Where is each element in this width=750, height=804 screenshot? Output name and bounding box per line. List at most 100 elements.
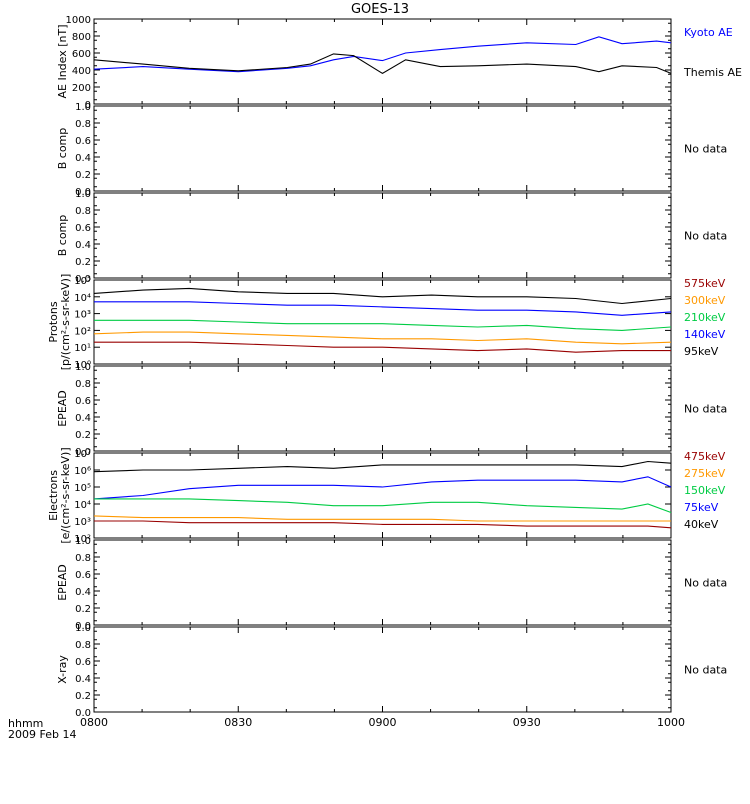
panel-frame bbox=[93, 18, 672, 105]
y-tick-label: 0.6 bbox=[75, 223, 91, 234]
series-line-475kev bbox=[94, 520, 672, 529]
y-tick-label: 10⁷ bbox=[74, 449, 91, 460]
y-tick-label: 0 bbox=[85, 100, 91, 111]
no-data-label: No data bbox=[684, 577, 727, 590]
legend-entry: 275keV bbox=[684, 467, 726, 480]
y-tick-label: 0.0 bbox=[75, 708, 91, 719]
y-axis-label: EPEAD bbox=[56, 564, 69, 601]
footer-date-label: 2009 Feb 14 bbox=[8, 728, 76, 741]
y-tick-label: 10² bbox=[74, 326, 91, 337]
y-tick-label: 600 bbox=[72, 49, 91, 60]
panel-frame bbox=[93, 365, 672, 452]
y-tick-label: 10⁶ bbox=[74, 466, 91, 477]
y-tick-label: 200 bbox=[72, 83, 91, 94]
series-line-75kev bbox=[93, 476, 672, 500]
no-data-label: No data bbox=[684, 143, 727, 156]
y-tick-label: 1.0 bbox=[75, 536, 91, 547]
legend-entry: 95keV bbox=[684, 345, 719, 358]
series-line-150kev bbox=[94, 498, 672, 514]
series-line-300kev bbox=[93, 331, 672, 345]
y-tick-label: 0.8 bbox=[75, 553, 91, 564]
panel-bcomp1: 0.0 0.2 0.4 0.6 0.8 1.0 B comp No data bbox=[56, 102, 727, 198]
series-line-95kev bbox=[93, 287, 672, 305]
y-tick-label: 0.6 bbox=[75, 136, 91, 147]
y-axis-label: AE Index [nT] bbox=[56, 24, 69, 98]
y-tick-label: 10⁰ bbox=[74, 360, 91, 371]
y-axis-label: B comp bbox=[56, 215, 69, 257]
y-tick-label: 0.4 bbox=[75, 587, 91, 598]
y-tick-label: 0.0 bbox=[75, 621, 91, 632]
footer-time-label: hhmm bbox=[8, 717, 43, 730]
y-tick-label: 10⁴ bbox=[74, 500, 91, 511]
y-tick-label: 0.2 bbox=[75, 691, 91, 702]
legend-entry: 75keV bbox=[684, 501, 719, 514]
y-tick-label: 1.0 bbox=[75, 102, 91, 113]
y-tick-label: 10⁵ bbox=[74, 483, 91, 494]
y-axis-label: B comp bbox=[56, 128, 69, 170]
y-tick-label: 0.2 bbox=[75, 257, 91, 268]
y-axis-label: EPEAD bbox=[56, 390, 69, 427]
y-axis-label: X-ray bbox=[56, 655, 69, 684]
panel-bcomp2: 0.0 0.2 0.4 0.6 0.8 1.0 B comp No data bbox=[56, 189, 727, 285]
legend-entry: 210keV bbox=[684, 311, 726, 324]
y-tick-label: 1.0 bbox=[75, 623, 91, 634]
legend-entry: 40keV bbox=[684, 518, 719, 531]
y-tick-label: 0.8 bbox=[75, 119, 91, 130]
panel-protons: 10⁰ 10¹ 10² 10³ 10⁴ 10⁵ Protons [p/(cm²-s-sr-ke… bbox=[47, 274, 726, 371]
y-tick-label: 10¹ bbox=[74, 343, 91, 354]
y-tick-label: 0.0 bbox=[75, 274, 91, 285]
x-tick-label: 0800 bbox=[80, 716, 108, 729]
y-axis-label: Electrons bbox=[47, 470, 60, 521]
y-tick-label: 10³ bbox=[74, 310, 91, 321]
y-axis-units: [e/(cm²-s-sr-keV)] bbox=[59, 447, 72, 543]
panel-epead1: 0.0 0.2 0.4 0.6 0.8 1.0 EPEAD No data bbox=[56, 362, 727, 458]
y-axis-label: Protons bbox=[47, 301, 60, 342]
no-data-label: No data bbox=[684, 230, 727, 243]
panel-xray: 0.0 0.2 0.4 0.6 0.8 1.0 X-ray No data bbox=[56, 623, 727, 719]
y-axis-units: [p/(cm²-s-sr-keV)] bbox=[59, 274, 72, 371]
legend-entry: 575keV bbox=[684, 277, 726, 290]
y-tick-label: 10⁴ bbox=[74, 293, 91, 304]
no-data-label: No data bbox=[684, 664, 727, 677]
panel-frame bbox=[93, 626, 672, 713]
no-data-label: No data bbox=[684, 403, 727, 416]
x-tick-label: 0830 bbox=[224, 716, 252, 729]
series-line-210kev bbox=[94, 319, 672, 331]
legend-entry: 300keV bbox=[684, 294, 726, 307]
y-tick-label: 800 bbox=[72, 32, 91, 43]
panel-electrons: 10² 10³ 10⁴ 10⁵ 10⁶ 10⁷ Electrons [e/(cm²-s-sr-… bbox=[47, 447, 726, 545]
y-tick-label: 0.2 bbox=[75, 430, 91, 441]
x-tick-label: 0900 bbox=[369, 716, 397, 729]
series-line-kyoto-ae bbox=[93, 36, 672, 73]
y-tick-label: 0.8 bbox=[75, 640, 91, 651]
x-tick-label: 1000 bbox=[657, 716, 685, 729]
y-tick-label: 0.0 bbox=[75, 187, 91, 198]
legend-entry: 140keV bbox=[684, 328, 726, 341]
y-tick-label: 0.6 bbox=[75, 396, 91, 407]
series-line-140kev bbox=[94, 301, 672, 316]
y-tick-label: 0.8 bbox=[75, 206, 91, 217]
y-tick-label: 0.6 bbox=[75, 570, 91, 581]
x-tick-label: 0930 bbox=[513, 716, 541, 729]
y-tick-label: 10³ bbox=[74, 517, 91, 528]
panel-frame bbox=[93, 539, 672, 626]
series-line-themis-ae bbox=[93, 53, 672, 75]
y-tick-label: 0.2 bbox=[75, 604, 91, 615]
legend-entry: Themis AE bbox=[683, 66, 742, 79]
y-tick-label: 400 bbox=[72, 66, 91, 77]
panel-frame bbox=[93, 192, 672, 279]
y-tick-label: 0.0 bbox=[75, 447, 91, 458]
panel-frame bbox=[93, 105, 672, 192]
y-tick-label: 0.4 bbox=[75, 674, 91, 685]
y-tick-label: 0.4 bbox=[75, 240, 91, 251]
y-tick-label: 10² bbox=[74, 534, 91, 545]
series-line-275kev bbox=[93, 515, 671, 522]
series-line-575kev bbox=[94, 341, 671, 353]
y-tick-label: 1.0 bbox=[75, 189, 91, 200]
plot-title: GOES-13 bbox=[351, 2, 409, 17]
y-tick-label: 1000 bbox=[66, 15, 91, 26]
legend-entry: Kyoto AE bbox=[684, 26, 733, 39]
y-tick-label: 0.4 bbox=[75, 153, 91, 164]
legend-entry: 150keV bbox=[684, 484, 726, 497]
